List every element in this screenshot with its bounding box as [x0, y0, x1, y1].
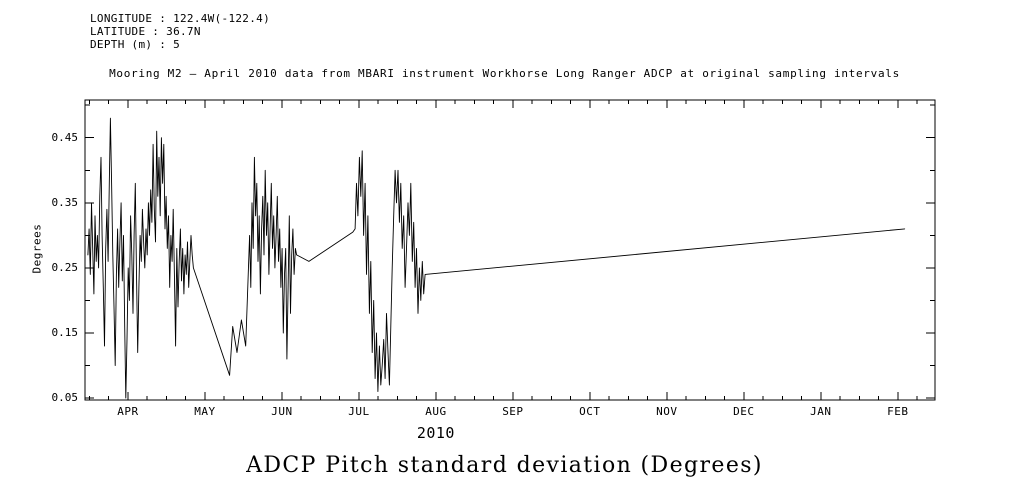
- header-latitude: LATITUDE : 36.7N: [90, 25, 201, 38]
- x-axis-year-label: 2010: [416, 424, 455, 442]
- x-tick-label: JUN: [271, 405, 293, 418]
- chart-title: Mooring M2 — April 2010 data from MBARI …: [109, 67, 900, 80]
- x-tick-label: DEC: [733, 405, 755, 418]
- x-tick-label: NOV: [656, 405, 678, 418]
- x-tick-label: FEB: [887, 405, 909, 418]
- data-line: [87, 117, 906, 399]
- y-tick-label: 0.15: [51, 325, 79, 339]
- y-tick-label: 0.45: [51, 130, 79, 144]
- y-tick-label: 0.05: [51, 391, 79, 405]
- header-depth: DEPTH (m) : 5: [90, 38, 180, 51]
- header-longitude: LONGITUDE : 122.4W(-122.4): [90, 12, 270, 25]
- x-tick-label: JAN: [810, 405, 832, 418]
- chart-caption: ADCP Pitch standard deviation (Degrees): [246, 453, 763, 478]
- x-tick-label: SEP: [502, 405, 524, 418]
- y-tick-label: 0.25: [51, 260, 79, 274]
- axis-frame: [84, 99, 936, 401]
- x-tick-label: AUG: [425, 405, 447, 418]
- x-tick-label: APR: [117, 405, 139, 418]
- x-tick-label: MAY: [194, 405, 216, 418]
- y-tick-label: 0.35: [51, 195, 79, 209]
- x-tick-label: JUL: [348, 405, 370, 418]
- x-tick-label: OCT: [579, 405, 601, 418]
